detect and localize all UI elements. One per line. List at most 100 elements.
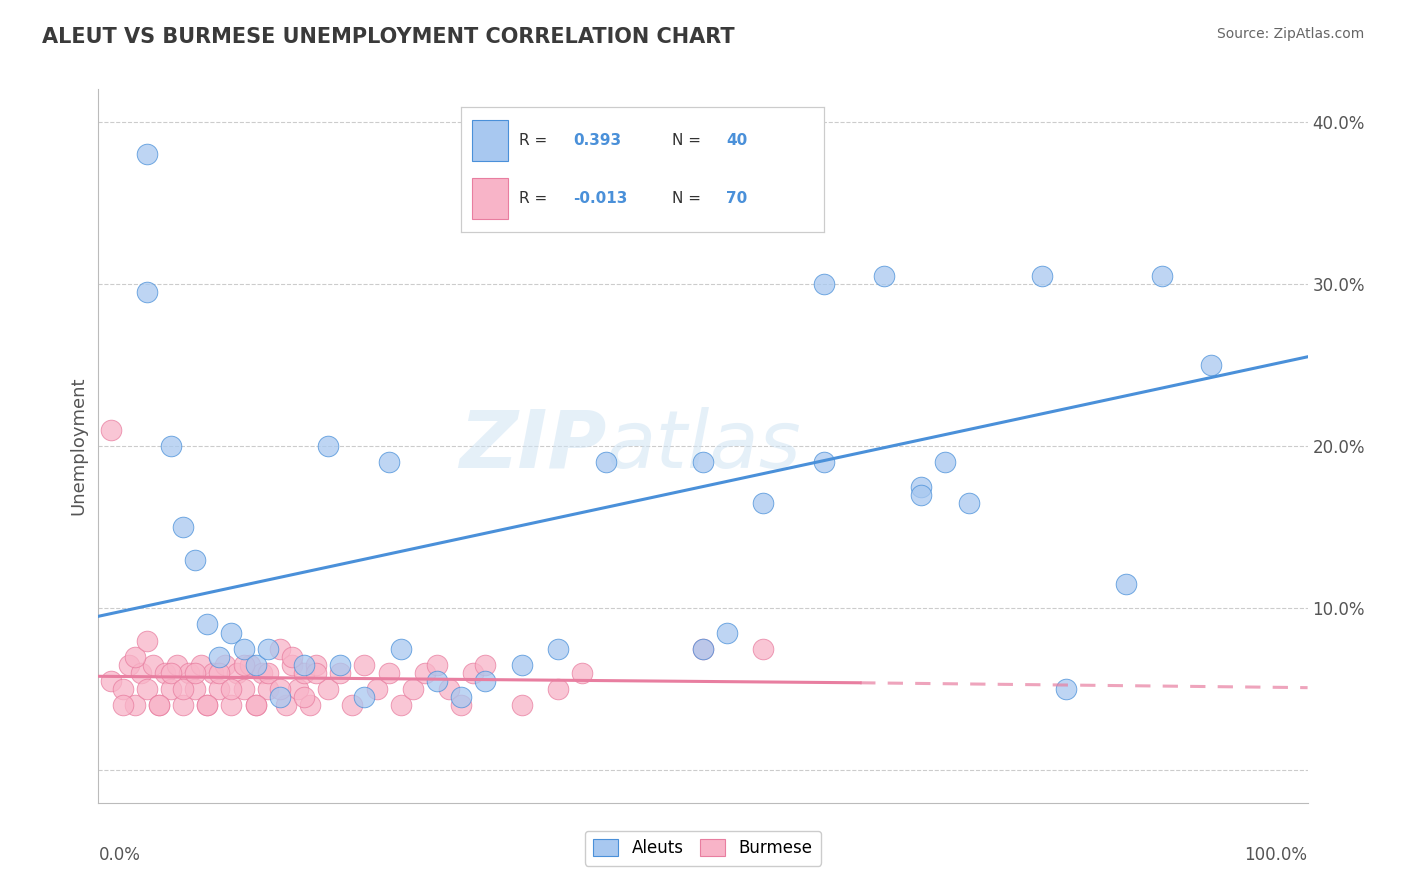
Point <box>510 698 533 713</box>
Point <box>366 682 388 697</box>
Point <box>124 649 146 664</box>
Point <box>426 657 449 672</box>
Point <box>329 666 352 681</box>
Point <box>692 455 714 469</box>
Point <box>184 682 207 697</box>
Point <box>305 657 328 672</box>
Point <box>342 698 364 713</box>
Point <box>813 455 835 469</box>
Point <box>353 690 375 705</box>
Point <box>100 674 122 689</box>
Point <box>135 285 157 299</box>
Point <box>129 666 152 681</box>
Point <box>269 690 291 705</box>
Point <box>111 698 134 713</box>
Point <box>195 617 218 632</box>
Point <box>595 455 617 469</box>
Point <box>292 666 315 681</box>
Point <box>934 455 956 469</box>
Point <box>287 682 309 697</box>
Point <box>450 690 472 705</box>
Point <box>910 479 932 493</box>
Point <box>377 666 399 681</box>
Point <box>208 649 231 664</box>
Point <box>100 423 122 437</box>
Point <box>813 277 835 291</box>
Text: 0.0%: 0.0% <box>98 846 141 863</box>
Point <box>245 657 267 672</box>
Point <box>172 520 194 534</box>
Point <box>184 666 207 681</box>
Point <box>1054 682 1077 697</box>
Point <box>292 657 315 672</box>
Point <box>135 147 157 161</box>
Point <box>547 682 569 697</box>
Point <box>316 682 339 697</box>
Point <box>221 682 243 697</box>
Point <box>571 666 593 681</box>
Point <box>232 657 254 672</box>
Point <box>450 698 472 713</box>
Point <box>250 666 273 681</box>
Point <box>463 666 485 681</box>
Point <box>245 698 267 713</box>
Point <box>377 455 399 469</box>
Point <box>256 641 278 656</box>
Point <box>256 682 278 697</box>
Point <box>547 641 569 656</box>
Point <box>232 682 254 697</box>
Point <box>692 641 714 656</box>
Point <box>195 698 218 713</box>
Point <box>135 682 157 697</box>
Point <box>474 657 496 672</box>
Point <box>172 682 194 697</box>
Point <box>111 682 134 697</box>
Point <box>281 657 304 672</box>
Point <box>389 641 412 656</box>
Point <box>269 641 291 656</box>
Point <box>292 690 315 705</box>
Point <box>124 698 146 713</box>
Point <box>232 641 254 656</box>
Point <box>160 666 183 681</box>
Y-axis label: Unemployment: Unemployment <box>69 376 87 516</box>
Point <box>239 657 262 672</box>
Point <box>281 649 304 664</box>
Point <box>160 439 183 453</box>
Point <box>256 666 278 681</box>
Point <box>221 698 243 713</box>
Text: ZIP: ZIP <box>458 407 606 485</box>
Point <box>148 698 170 713</box>
Point <box>226 666 249 681</box>
Point <box>118 657 141 672</box>
Legend: Aleuts, Burmese: Aleuts, Burmese <box>585 831 821 866</box>
Point <box>1031 268 1053 283</box>
Point <box>208 682 231 697</box>
Point <box>269 682 291 697</box>
Point <box>426 674 449 689</box>
Point <box>413 666 436 681</box>
Point <box>474 674 496 689</box>
Text: atlas: atlas <box>606 407 801 485</box>
Point <box>148 698 170 713</box>
Point <box>179 666 201 681</box>
Point <box>353 657 375 672</box>
Point <box>166 657 188 672</box>
Point <box>716 625 738 640</box>
Text: ALEUT VS BURMESE UNEMPLOYMENT CORRELATION CHART: ALEUT VS BURMESE UNEMPLOYMENT CORRELATIO… <box>42 27 735 46</box>
Point <box>190 657 212 672</box>
Point <box>208 666 231 681</box>
Point <box>910 488 932 502</box>
Point <box>957 496 980 510</box>
Point <box>692 641 714 656</box>
Point <box>135 633 157 648</box>
Point <box>329 657 352 672</box>
Text: Source: ZipAtlas.com: Source: ZipAtlas.com <box>1216 27 1364 41</box>
Point <box>402 682 425 697</box>
Point <box>316 439 339 453</box>
Point <box>1199 358 1222 372</box>
Point <box>202 666 225 681</box>
Point <box>195 698 218 713</box>
Point <box>305 666 328 681</box>
Point <box>1152 268 1174 283</box>
